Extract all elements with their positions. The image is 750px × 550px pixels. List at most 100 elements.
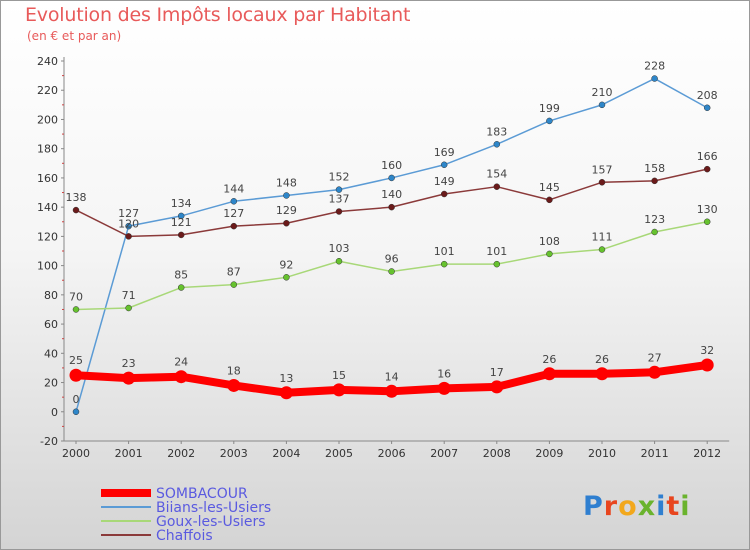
data-label-goux-les-usiers: 123 (644, 213, 665, 226)
chart-subtitle: (en € et par an) (27, 29, 122, 43)
data-point-goux-les-usiers (546, 250, 553, 258)
logo-letter: r (603, 491, 619, 522)
data-label-chaffois: 121 (171, 216, 192, 229)
data-label-biians-les-usiers: 169 (434, 146, 455, 159)
data-point-chaffois (125, 233, 132, 240)
data-label-biians-les-usiers: 210 (592, 86, 613, 99)
data-label-chaffois: 137 (329, 193, 350, 206)
data-point-biians-les-usiers (388, 174, 395, 182)
data-point-goux-les-usiers (651, 228, 658, 236)
data-point-sombacour (174, 370, 188, 384)
y-tick-label: 140 (37, 201, 58, 214)
logo-letter: P (583, 491, 604, 522)
data-label-biians-les-usiers: 134 (171, 197, 192, 210)
data-point-sombacour (700, 358, 714, 372)
y-tick-label: 40 (44, 347, 58, 360)
data-label-biians-les-usiers: 160 (381, 159, 402, 172)
y-tick-label: 60 (44, 318, 58, 331)
data-label-goux-les-usiers: 71 (122, 289, 136, 302)
data-point-biians-les-usiers (177, 212, 185, 220)
data-point-chaffois (230, 222, 238, 230)
data-label-sombacour: 17 (490, 366, 504, 379)
data-label-goux-les-usiers: 92 (279, 258, 293, 271)
data-label-sombacour: 26 (595, 353, 609, 366)
data-point-biians-les-usiers (546, 117, 553, 125)
data-point-sombacour (385, 384, 399, 398)
data-label-sombacour: 26 (542, 353, 556, 366)
data-point-biians-les-usiers (440, 161, 448, 169)
data-label-sombacour: 24 (174, 356, 188, 369)
data-label-chaffois: 158 (644, 162, 665, 175)
y-tick-label: -20 (40, 435, 58, 448)
data-label-goux-les-usiers: 103 (329, 242, 350, 255)
data-point-chaffois (177, 231, 185, 239)
data-point-chaffois (283, 219, 290, 227)
data-point-sombacour (490, 380, 504, 394)
data-point-goux-les-usiers (493, 260, 501, 268)
data-label-goux-les-usiers: 111 (592, 231, 613, 244)
data-point-sombacour (122, 371, 136, 385)
logo-letter: x (637, 491, 657, 522)
data-point-sombacour (279, 386, 293, 400)
data-point-biians-les-usiers (125, 222, 132, 230)
data-label-goux-les-usiers: 101 (486, 245, 507, 258)
logo-letter: i (656, 491, 667, 522)
data-point-biians-les-usiers (72, 408, 80, 416)
data-label-chaffois: 140 (381, 188, 402, 201)
y-tick-label: 220 (37, 84, 58, 97)
data-point-biians-les-usiers (493, 141, 501, 148)
x-tick-label: 2003 (220, 447, 248, 460)
x-tick-label: 2012 (693, 447, 721, 460)
data-point-biians-les-usiers (598, 101, 606, 109)
data-label-chaffois: 120 (118, 217, 139, 230)
data-label-biians-les-usiers: 199 (539, 102, 560, 115)
data-label-biians-les-usiers: 148 (276, 176, 297, 189)
data-label-goux-les-usiers: 101 (434, 245, 455, 258)
data-label-goux-les-usiers: 70 (69, 290, 83, 303)
y-tick-label: 180 (37, 143, 58, 156)
data-point-goux-les-usiers (230, 281, 238, 288)
data-point-sombacour (595, 367, 609, 381)
legend-label: Goux-les-Usiers (156, 514, 266, 530)
data-point-goux-les-usiers (703, 218, 711, 226)
chart-title: Evolution des Impôts locaux par Habitant (25, 4, 411, 26)
data-point-goux-les-usiers (388, 268, 395, 275)
data-label-biians-les-usiers: 127 (118, 207, 139, 220)
data-point-biians-les-usiers (651, 75, 658, 82)
data-point-biians-les-usiers (335, 186, 343, 193)
data-point-chaffois (335, 208, 343, 215)
data-point-sombacour (542, 367, 556, 381)
data-label-chaffois: 154 (486, 168, 507, 181)
data-point-sombacour (648, 365, 662, 379)
data-point-chaffois (388, 203, 395, 211)
data-label-sombacour: 25 (69, 354, 83, 367)
data-label-sombacour: 18 (227, 364, 241, 377)
y-tick-label: 80 (44, 289, 58, 302)
data-label-chaffois: 138 (66, 191, 87, 204)
data-point-sombacour (227, 378, 241, 392)
x-tick-label: 2006 (378, 447, 406, 460)
data-label-chaffois: 166 (697, 150, 718, 163)
data-label-goux-les-usiers: 130 (697, 203, 718, 216)
data-label-goux-les-usiers: 108 (539, 235, 560, 248)
legend-label: Biians-les-Usiers (156, 500, 271, 516)
data-label-sombacour: 13 (279, 372, 293, 385)
data-label-biians-les-usiers: 144 (223, 182, 244, 195)
data-point-goux-les-usiers (177, 284, 185, 291)
logo-letter: o (618, 491, 638, 522)
data-label-sombacour: 15 (332, 369, 346, 382)
legend-label: Chaffois (156, 528, 213, 544)
data-point-goux-les-usiers (125, 304, 132, 312)
data-label-goux-les-usiers: 87 (227, 266, 241, 279)
data-point-goux-les-usiers (598, 246, 606, 253)
y-tick-label: 200 (37, 113, 58, 126)
data-point-goux-les-usiers (335, 257, 343, 265)
data-label-sombacour: 16 (437, 367, 451, 380)
data-point-chaffois (440, 190, 448, 198)
data-point-goux-les-usiers (440, 260, 448, 268)
data-point-chaffois (703, 165, 711, 173)
x-tick-label: 2004 (272, 447, 300, 460)
proxiti-logo: Proxiti (583, 491, 691, 522)
x-tick-label: 2002 (167, 447, 195, 460)
data-point-chaffois (598, 179, 606, 186)
